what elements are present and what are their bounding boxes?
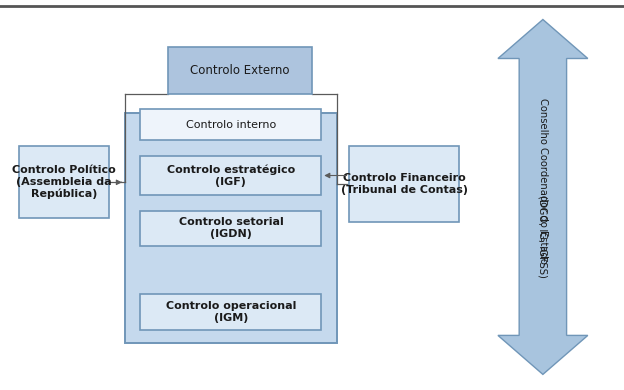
Text: Conselho Coordenador do Estado: Conselho Coordenador do Estado	[538, 98, 548, 264]
Text: Controlo interno: Controlo interno	[186, 120, 276, 130]
FancyBboxPatch shape	[125, 113, 337, 343]
FancyBboxPatch shape	[140, 294, 321, 330]
Text: Controlo Político
(Assembleia da
República): Controlo Político (Assembleia da Repúbli…	[12, 165, 116, 199]
Text: Controlo operacional
(IGM): Controlo operacional (IGM)	[166, 301, 296, 323]
FancyBboxPatch shape	[140, 211, 321, 246]
Text: Controlo setorial
(IGDN): Controlo setorial (IGDN)	[178, 217, 283, 239]
FancyBboxPatch shape	[349, 146, 459, 222]
Text: Controlo Externo: Controlo Externo	[190, 64, 290, 77]
Text: (DGO, IG, IGFSS): (DGO, IG, IGFSS)	[538, 195, 548, 277]
FancyBboxPatch shape	[140, 156, 321, 195]
FancyBboxPatch shape	[168, 47, 312, 94]
Polygon shape	[498, 20, 588, 374]
FancyBboxPatch shape	[19, 146, 109, 218]
FancyBboxPatch shape	[140, 109, 321, 140]
Text: Controlo Financeiro
(Tribunal de Contas): Controlo Financeiro (Tribunal de Contas)	[341, 174, 467, 195]
Text: Controlo estratégico
(IGF): Controlo estratégico (IGF)	[167, 165, 295, 186]
